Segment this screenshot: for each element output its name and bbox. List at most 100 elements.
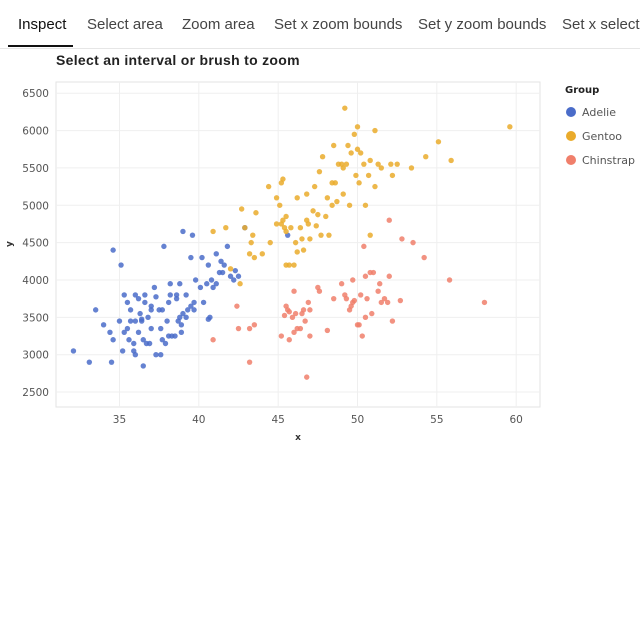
data-point-gentoo[interactable] xyxy=(210,228,216,235)
data-point-gentoo[interactable] xyxy=(346,202,353,208)
data-point-adelie[interactable] xyxy=(165,299,172,306)
tab-select-area[interactable]: Select area xyxy=(87,16,163,33)
data-point-gentoo[interactable] xyxy=(277,202,283,208)
data-point-adelie[interactable] xyxy=(180,310,186,317)
data-point-gentoo[interactable] xyxy=(408,165,415,171)
data-point-adelie[interactable] xyxy=(132,318,139,324)
tab-set-x-zoom-bounds[interactable]: Set x zoom bounds xyxy=(274,16,403,33)
data-point-adelie[interactable] xyxy=(70,348,77,354)
data-point-gentoo[interactable] xyxy=(265,183,272,190)
data-point-chinstrap[interactable] xyxy=(331,295,337,302)
data-point-chinstrap[interactable] xyxy=(370,269,377,276)
data-point-gentoo[interactable] xyxy=(273,221,280,227)
data-point-adelie[interactable] xyxy=(119,348,126,354)
data-point-adelie[interactable] xyxy=(121,292,127,298)
data-point-chinstrap[interactable] xyxy=(210,337,216,343)
data-point-adelie[interactable] xyxy=(189,232,196,238)
data-point-adelie[interactable] xyxy=(162,340,169,347)
data-point-chinstrap[interactable] xyxy=(381,295,388,302)
data-point-adelie[interactable] xyxy=(159,307,166,313)
data-point-adelie[interactable] xyxy=(145,314,151,321)
data-point-chinstrap[interactable] xyxy=(348,303,354,309)
data-point-adelie[interactable] xyxy=(200,299,207,306)
data-point-adelie[interactable] xyxy=(116,318,123,324)
data-point-chinstrap[interactable] xyxy=(362,314,369,321)
data-point-chinstrap[interactable] xyxy=(291,329,297,335)
data-point-adelie[interactable] xyxy=(221,262,227,268)
data-point-chinstrap[interactable] xyxy=(399,236,405,242)
data-point-chinstrap[interactable] xyxy=(357,292,364,298)
data-point-gentoo[interactable] xyxy=(283,228,289,235)
data-point-gentoo[interactable] xyxy=(283,213,289,220)
data-point-adelie[interactable] xyxy=(132,352,139,358)
points-layer[interactable] xyxy=(70,105,513,380)
data-point-gentoo[interactable] xyxy=(280,176,286,182)
data-point-gentoo[interactable] xyxy=(448,157,454,164)
data-point-gentoo[interactable] xyxy=(299,236,305,242)
data-point-chinstrap[interactable] xyxy=(251,322,258,328)
data-point-chinstrap[interactable] xyxy=(338,281,345,287)
data-point-chinstrap[interactable] xyxy=(386,217,392,223)
data-point-chinstrap[interactable] xyxy=(300,307,307,313)
data-point-chinstrap[interactable] xyxy=(343,295,350,302)
data-point-adelie[interactable] xyxy=(232,267,239,274)
data-point-adelie[interactable] xyxy=(158,325,164,332)
data-point-adelie[interactable] xyxy=(142,299,148,306)
data-point-adelie[interactable] xyxy=(208,277,215,283)
data-point-adelie[interactable] xyxy=(148,303,154,309)
data-point-adelie[interactable] xyxy=(205,316,212,322)
data-point-gentoo[interactable] xyxy=(267,239,273,246)
data-point-gentoo[interactable] xyxy=(367,232,373,238)
data-point-chinstrap[interactable] xyxy=(384,299,391,306)
data-point-adelie[interactable] xyxy=(177,314,183,321)
data-point-chinstrap[interactable] xyxy=(316,288,323,294)
data-point-adelie[interactable] xyxy=(146,340,153,347)
data-point-adelie[interactable] xyxy=(108,359,115,365)
data-point-adelie[interactable] xyxy=(142,292,148,298)
data-point-chinstrap[interactable] xyxy=(375,288,381,294)
data-point-adelie[interactable] xyxy=(138,316,145,322)
data-point-gentoo[interactable] xyxy=(423,154,429,160)
data-point-chinstrap[interactable] xyxy=(481,299,488,306)
data-point-chinstrap[interactable] xyxy=(324,327,331,334)
data-point-adelie[interactable] xyxy=(151,284,158,291)
data-point-adelie[interactable] xyxy=(158,352,164,358)
data-point-chinstrap[interactable] xyxy=(292,310,299,317)
data-point-chinstrap[interactable] xyxy=(386,273,392,279)
data-point-gentoo[interactable] xyxy=(237,281,243,287)
tab-set-y-zoom-bounds[interactable]: Set y zoom bounds xyxy=(418,16,547,33)
data-point-chinstrap[interactable] xyxy=(278,333,285,339)
data-point-adelie[interactable] xyxy=(173,292,180,298)
data-point-adelie[interactable] xyxy=(124,325,131,332)
data-point-adelie[interactable] xyxy=(153,352,159,358)
data-point-adelie[interactable] xyxy=(107,329,113,335)
data-point-gentoo[interactable] xyxy=(361,161,367,167)
data-point-adelie[interactable] xyxy=(173,295,180,302)
data-point-chinstrap[interactable] xyxy=(307,333,313,339)
data-point-chinstrap[interactable] xyxy=(304,374,310,380)
data-point-adelie[interactable] xyxy=(161,243,167,250)
data-point-gentoo[interactable] xyxy=(342,105,348,111)
data-point-gentoo[interactable] xyxy=(248,239,254,246)
data-point-adelie[interactable] xyxy=(210,284,216,291)
data-point-chinstrap[interactable] xyxy=(246,325,253,332)
data-point-gentoo[interactable] xyxy=(297,224,304,231)
data-point-chinstrap[interactable] xyxy=(246,359,253,365)
data-point-adelie[interactable] xyxy=(227,273,234,279)
data-point-gentoo[interactable] xyxy=(375,161,381,167)
data-point-gentoo[interactable] xyxy=(378,165,385,171)
data-point-gentoo[interactable] xyxy=(389,172,396,179)
data-point-gentoo[interactable] xyxy=(345,142,351,149)
data-point-gentoo[interactable] xyxy=(313,223,319,229)
data-point-adelie[interactable] xyxy=(126,337,132,343)
data-point-gentoo[interactable] xyxy=(348,150,354,156)
data-point-adelie[interactable] xyxy=(92,307,99,313)
data-point-chinstrap[interactable] xyxy=(410,239,416,246)
data-point-chinstrap[interactable] xyxy=(359,333,365,339)
data-point-adelie[interactable] xyxy=(204,281,210,287)
data-point-gentoo[interactable] xyxy=(238,206,245,212)
data-point-adelie[interactable] xyxy=(213,281,219,287)
data-point-adelie[interactable] xyxy=(148,307,154,313)
data-point-gentoo[interactable] xyxy=(227,266,234,272)
data-point-gentoo[interactable] xyxy=(353,172,359,179)
